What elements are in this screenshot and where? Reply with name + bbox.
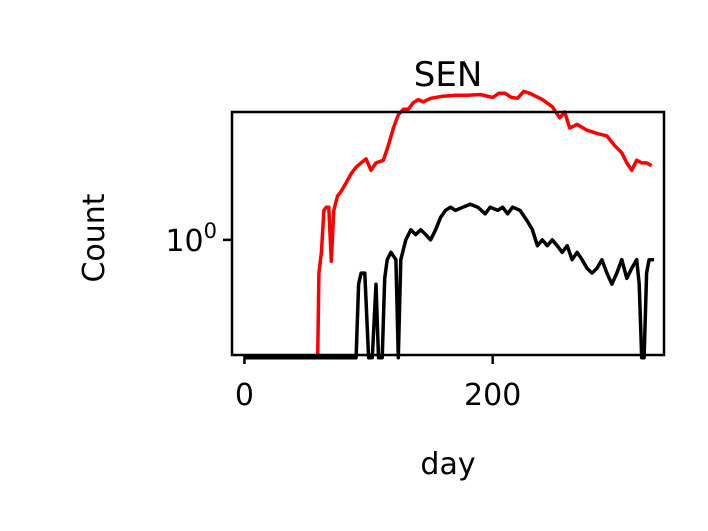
- chart-title: SEN: [414, 55, 483, 95]
- x-axis-label: day: [420, 447, 475, 482]
- x-tick-label: 200: [464, 378, 521, 413]
- y-axis-label: Count: [77, 193, 112, 282]
- y-tick-base: 10: [165, 224, 203, 259]
- x-axis-ticks: 0 200: [235, 355, 521, 413]
- series-line-1: [244, 89, 653, 360]
- y-tick-exponent: 0: [204, 219, 217, 243]
- y-axis-ticks: 100: [165, 219, 232, 259]
- y-tick-label: 100: [165, 219, 217, 259]
- plot-frame: [230, 110, 666, 357]
- x-tick-label: 0: [235, 378, 254, 413]
- series-line-2: [244, 202, 655, 360]
- plot-lines: [244, 89, 655, 360]
